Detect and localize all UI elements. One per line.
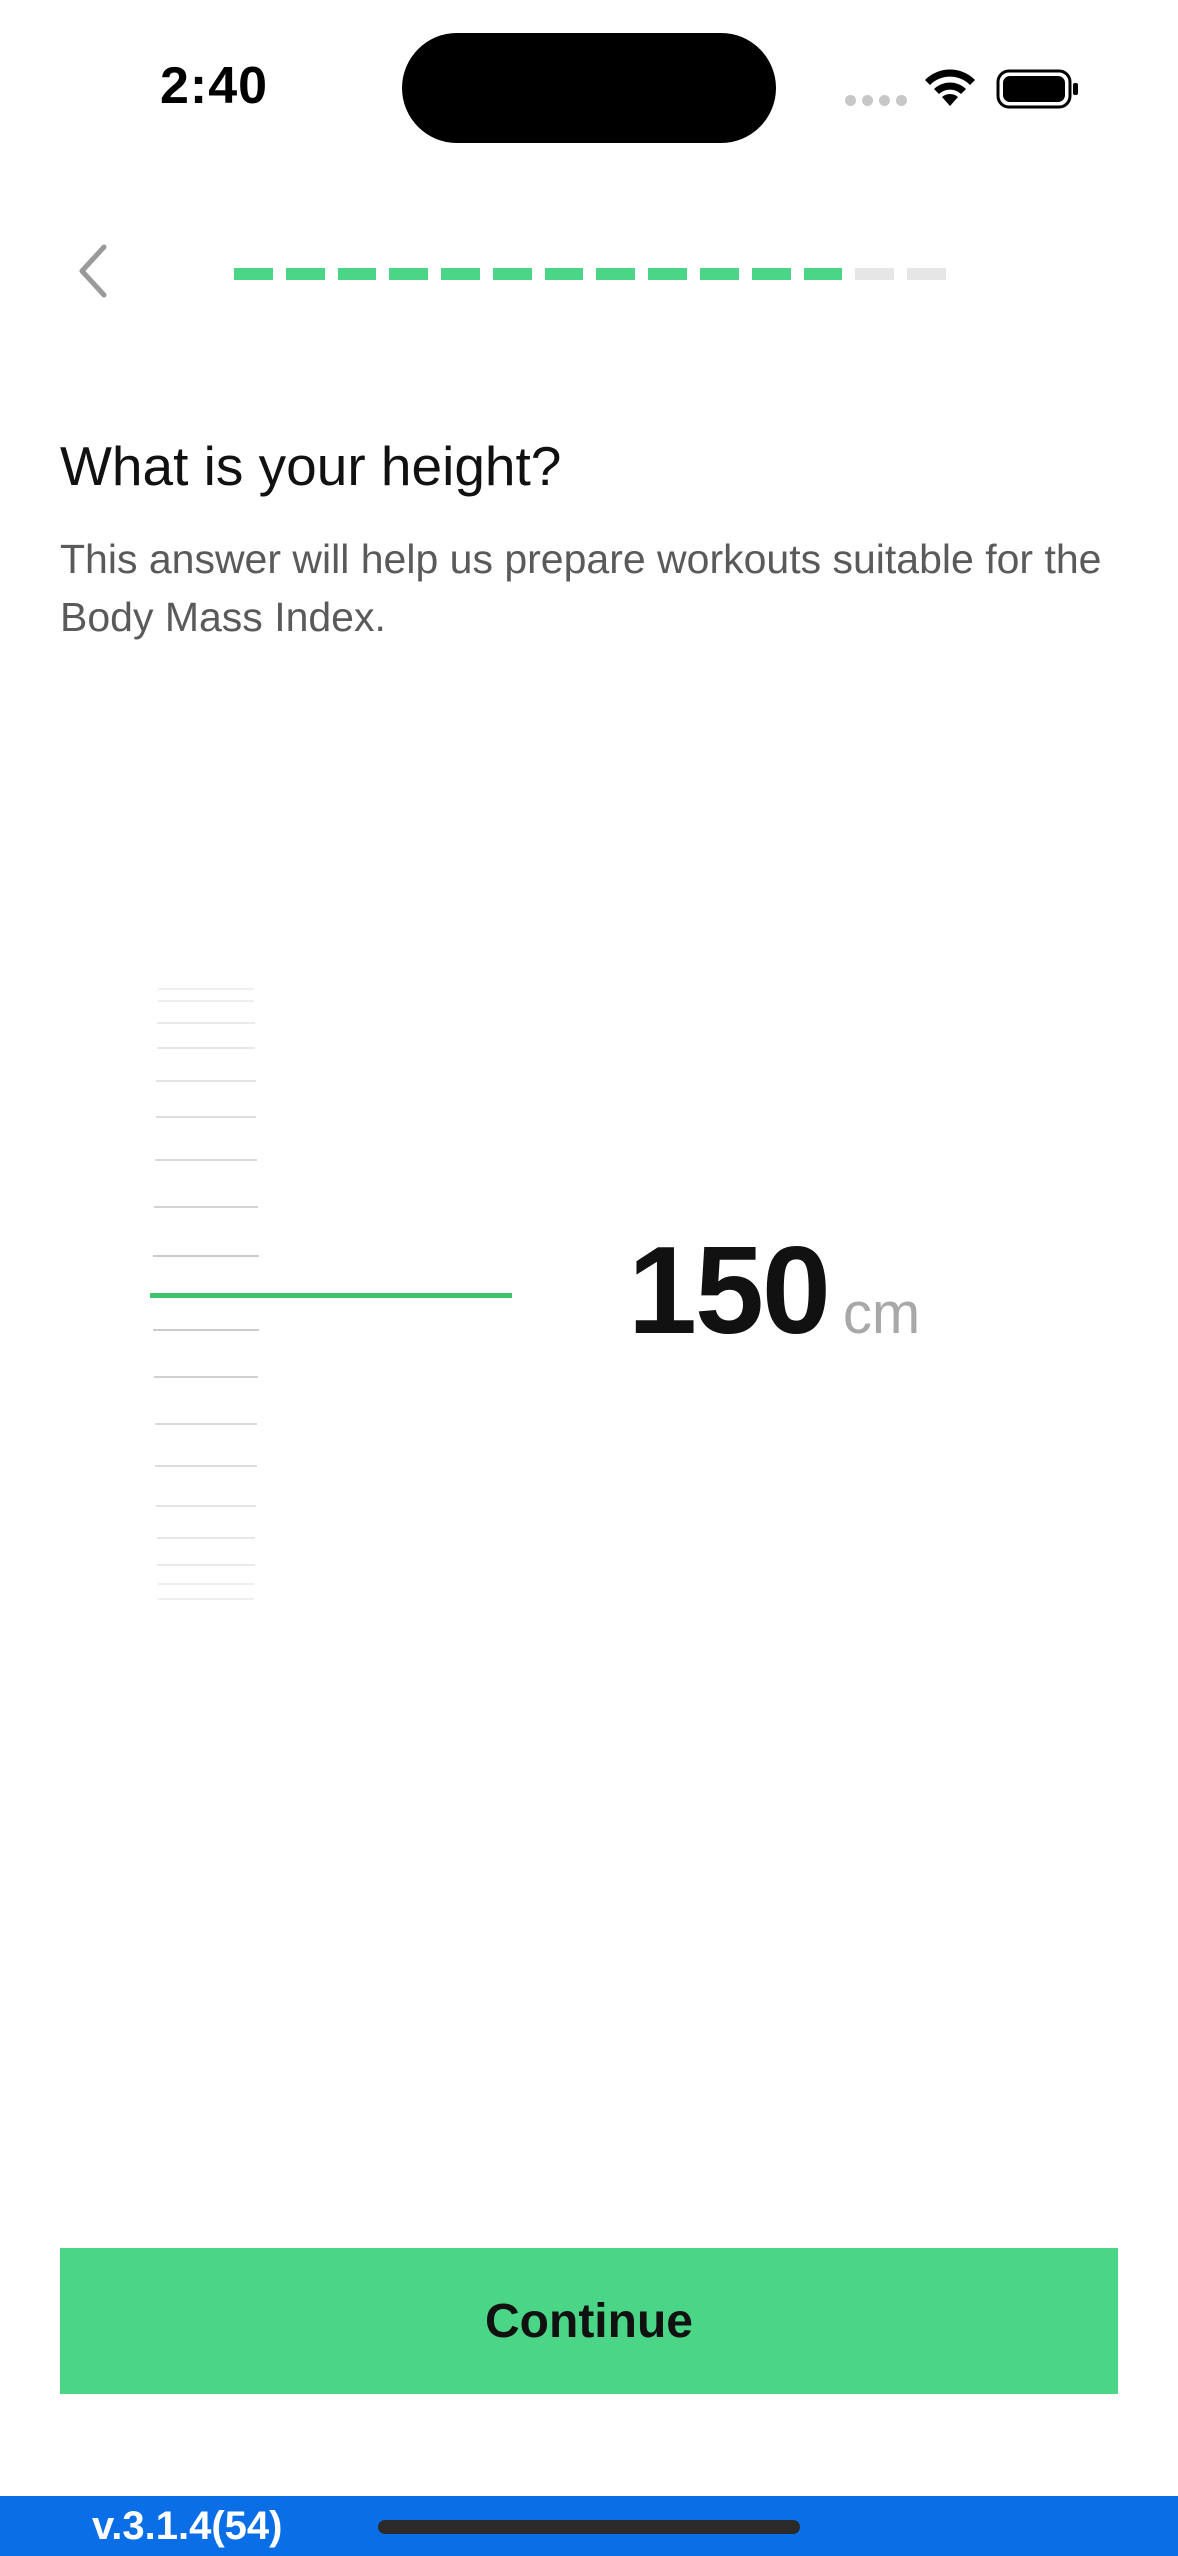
continue-button[interactable]: Continue <box>60 2248 1118 2394</box>
progress-segment <box>751 268 791 280</box>
ruler-tick <box>156 1047 256 1049</box>
progress-segment <box>700 268 739 280</box>
progress-segment <box>441 268 480 280</box>
progress-segment <box>648 268 688 280</box>
progress-segment <box>855 268 895 280</box>
battery-icon <box>996 69 1078 109</box>
wifi-icon <box>925 69 975 106</box>
ruler-tick <box>152 1255 260 1257</box>
ruler-tick <box>158 1598 255 1600</box>
progress-segment <box>492 268 532 280</box>
ruler-tick <box>156 1537 256 1539</box>
dynamic-island <box>402 33 776 143</box>
height-ruler-picker[interactable] <box>148 955 548 1625</box>
question-subtitle: This answer will help us prepare workout… <box>60 536 1102 640</box>
ruler-tick <box>158 988 255 990</box>
height-unit: cm <box>842 1281 921 1346</box>
ruler-tick <box>155 1465 257 1467</box>
progress-segment <box>596 268 636 280</box>
progress-segment <box>803 268 843 280</box>
status-time: 2:40 <box>160 57 269 115</box>
ruler-tick <box>156 1080 256 1082</box>
ruler-tick <box>153 1376 259 1378</box>
ruler-tick <box>156 1505 256 1507</box>
progress-segment <box>234 268 273 280</box>
progress-segment <box>285 268 325 280</box>
onboarding-progress-bar <box>234 268 946 280</box>
ruler-tick <box>154 1423 258 1425</box>
progress-segment <box>337 268 377 280</box>
home-indicator[interactable] <box>378 2520 800 2534</box>
ruler-tick <box>157 1564 255 1566</box>
app-version: v.3.1.4(54) <box>92 2504 283 2548</box>
debug-footer-bar: v.3.1.4(54) <box>0 2496 1178 2556</box>
ruler-tick-selected <box>150 1293 512 1298</box>
progress-segment <box>389 268 429 280</box>
progress-segment <box>544 268 584 280</box>
ruler-tick <box>153 1206 259 1208</box>
chevron-left-icon <box>79 244 107 298</box>
cellular-signal-icon <box>845 95 907 106</box>
question-title: What is your height? <box>60 435 562 497</box>
height-readout: 150 cm <box>628 1220 920 1362</box>
ruler-tick <box>157 1000 255 1002</box>
ruler-tick <box>155 1116 257 1118</box>
height-value: 150 <box>628 1222 831 1360</box>
back-button[interactable] <box>62 236 122 306</box>
ruler-tick <box>152 1329 260 1331</box>
ruler-tick <box>154 1159 258 1161</box>
progress-segment <box>907 268 946 280</box>
ruler-tick <box>157 1022 255 1024</box>
ruler-tick <box>157 1583 255 1585</box>
